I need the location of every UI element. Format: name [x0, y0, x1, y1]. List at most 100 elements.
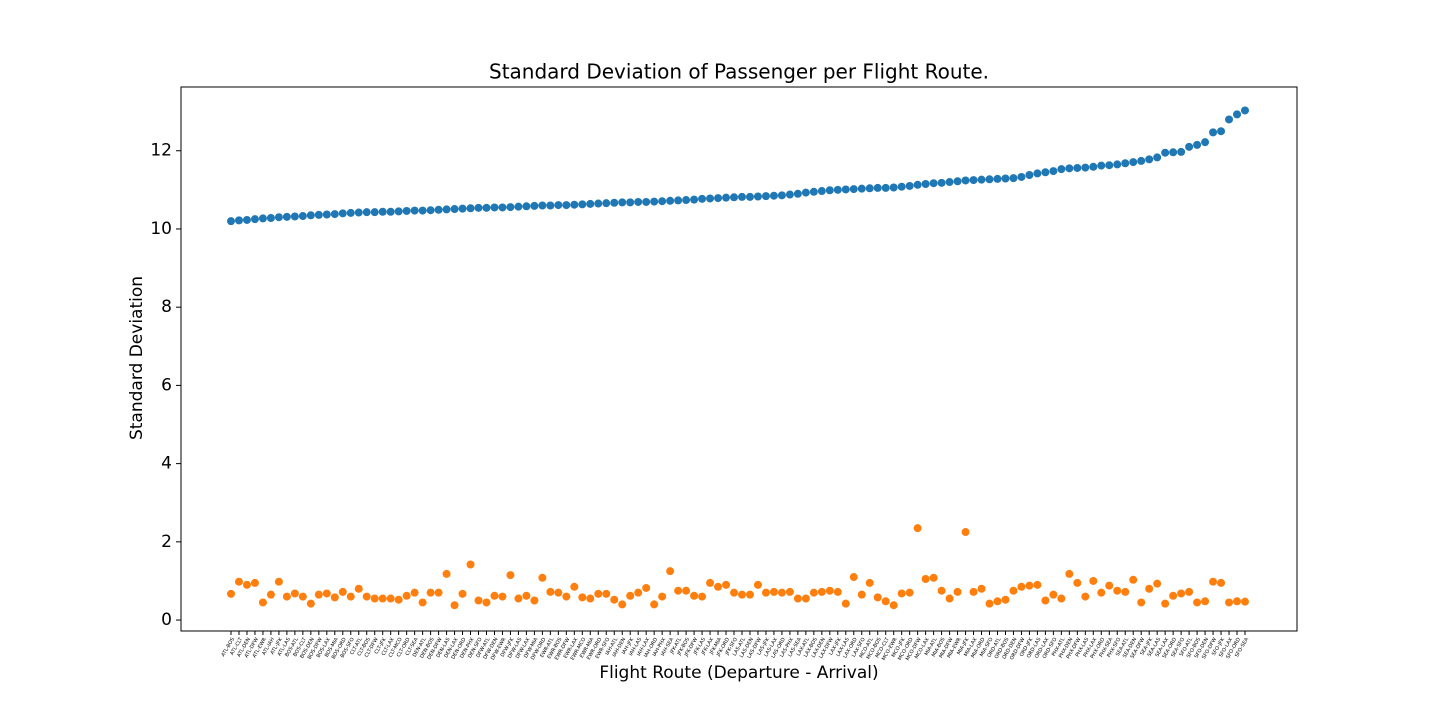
point	[985, 599, 994, 608]
point	[250, 215, 259, 224]
point	[402, 591, 411, 600]
point	[418, 598, 427, 607]
point	[801, 188, 810, 197]
point	[889, 601, 898, 610]
point	[841, 599, 850, 608]
point	[1169, 148, 1178, 157]
point	[562, 592, 571, 601]
point	[314, 210, 323, 219]
point	[793, 594, 802, 603]
point	[322, 589, 331, 598]
point	[266, 214, 275, 223]
point	[570, 582, 579, 591]
point	[554, 588, 563, 597]
point	[849, 573, 858, 582]
point	[1241, 106, 1249, 115]
point	[913, 180, 922, 189]
point	[929, 573, 938, 582]
point	[282, 592, 291, 601]
point	[977, 584, 986, 593]
point	[1041, 168, 1050, 177]
point	[1233, 110, 1242, 119]
point	[618, 600, 627, 609]
point	[809, 187, 818, 196]
point	[594, 199, 603, 208]
point	[634, 197, 643, 206]
point	[426, 588, 435, 597]
point	[1001, 174, 1010, 183]
point	[1073, 163, 1082, 172]
point	[857, 590, 866, 599]
point	[1113, 586, 1122, 595]
point	[450, 205, 459, 214]
point	[1025, 581, 1034, 590]
point	[817, 187, 826, 196]
point	[961, 528, 970, 537]
point	[921, 179, 930, 188]
point	[666, 196, 675, 205]
point	[234, 577, 243, 586]
point	[1041, 596, 1050, 605]
y-tick-label: 6	[161, 375, 172, 395]
point	[346, 208, 355, 217]
point	[682, 196, 691, 205]
point	[402, 206, 411, 215]
point	[498, 203, 507, 212]
point	[1177, 589, 1186, 598]
point	[578, 593, 587, 602]
point	[1081, 163, 1090, 172]
point	[945, 178, 954, 187]
point	[338, 587, 347, 596]
point	[594, 589, 603, 598]
point	[330, 593, 339, 602]
point	[378, 594, 387, 603]
point	[761, 588, 770, 597]
point	[290, 589, 299, 598]
point	[618, 198, 627, 207]
point	[785, 587, 794, 596]
point	[602, 199, 611, 208]
point	[1057, 594, 1066, 603]
point	[945, 594, 954, 603]
point	[1025, 170, 1034, 179]
point	[682, 586, 691, 595]
point	[474, 203, 483, 212]
point	[753, 580, 762, 589]
point	[514, 594, 523, 603]
point	[306, 211, 315, 220]
point	[1105, 161, 1114, 170]
point	[1177, 147, 1186, 156]
point	[378, 207, 387, 216]
point	[658, 592, 667, 601]
point	[642, 197, 651, 206]
point	[650, 197, 659, 206]
point	[913, 524, 922, 533]
point	[290, 212, 299, 221]
point	[1089, 576, 1098, 585]
point	[538, 201, 547, 210]
point	[490, 591, 499, 600]
point	[937, 586, 946, 595]
point	[1233, 597, 1242, 606]
point	[674, 196, 683, 205]
point	[482, 598, 491, 607]
y-tick-label: 12	[150, 141, 172, 161]
point	[282, 212, 291, 221]
point	[993, 174, 1002, 183]
point	[650, 600, 659, 609]
point	[905, 588, 914, 597]
point	[466, 204, 475, 213]
point	[1145, 584, 1154, 593]
point	[737, 590, 746, 599]
point	[1017, 172, 1026, 181]
point	[466, 560, 475, 569]
point	[546, 587, 555, 596]
point	[394, 595, 403, 604]
point	[1137, 156, 1146, 165]
point	[690, 591, 699, 600]
x-axis-label: Flight Route (Departure - Arrival)	[599, 663, 878, 683]
point	[1057, 165, 1066, 174]
point	[985, 175, 994, 184]
point	[1209, 128, 1218, 137]
point	[602, 589, 611, 598]
